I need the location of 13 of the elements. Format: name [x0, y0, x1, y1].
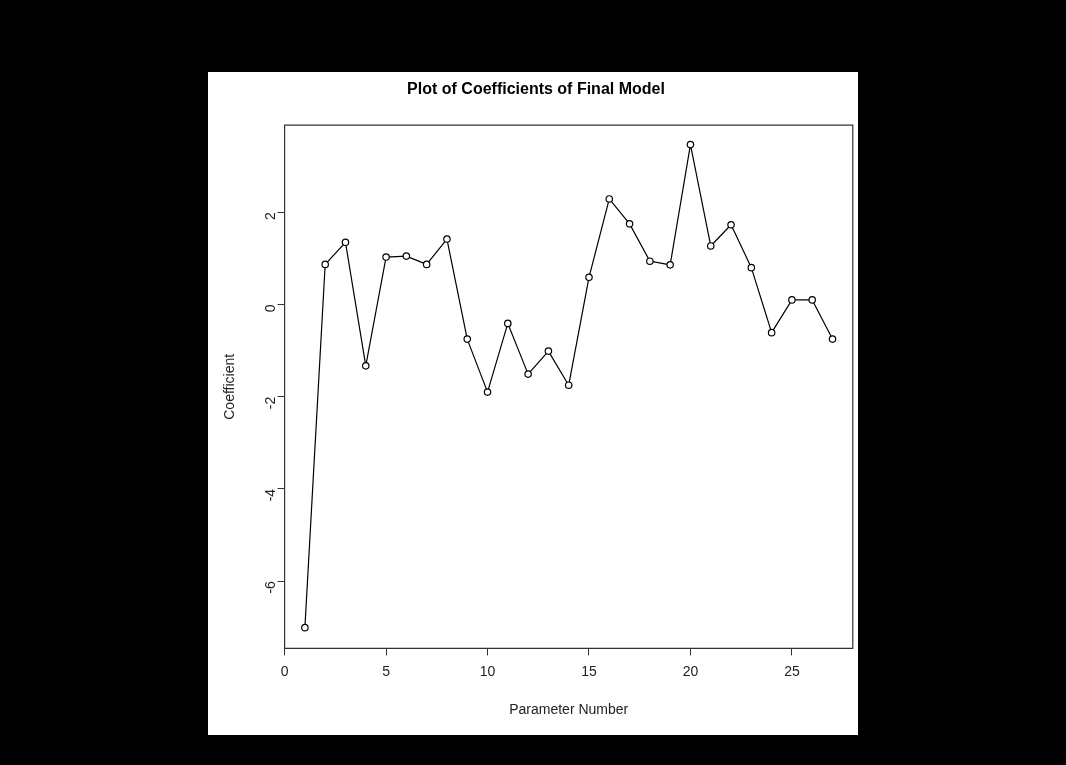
chart-title: Plot of Coefficients of Final Model [407, 80, 665, 98]
y-axis-title: Coefficient [221, 353, 238, 420]
x-tick-label: 5 [382, 662, 391, 679]
x-tick-label: 25 [784, 662, 800, 679]
y-tick-label: 0 [262, 304, 279, 313]
x-axis-title: Parameter Number [509, 701, 629, 718]
x-tick-label: 15 [581, 662, 597, 679]
y-tick-label: 2 [262, 212, 279, 221]
x-tick-label: 10 [479, 662, 496, 679]
y-tick-label: -2 [262, 396, 279, 410]
y-tick-label: -4 [262, 488, 279, 502]
y-tick-label: -6 [262, 580, 279, 594]
x-tick-label: 20 [682, 662, 699, 679]
